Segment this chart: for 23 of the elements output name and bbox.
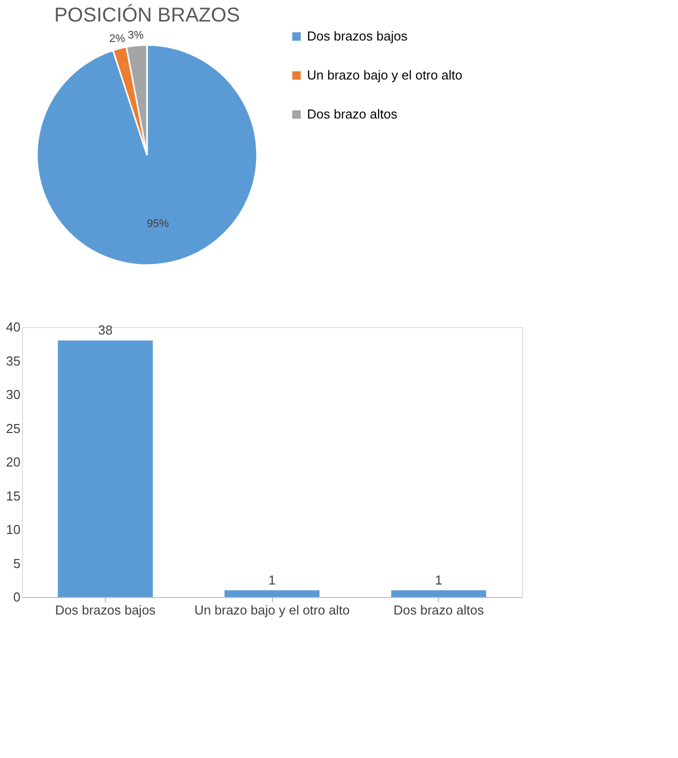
y-tick-label: 0: [13, 590, 20, 604]
data-label: 95%: [146, 218, 170, 230]
legend-label: Dos brazos bajos: [307, 28, 408, 44]
y-tick-label: 25: [6, 420, 20, 436]
x-tick-label: Un brazo bajo y el otro alto: [194, 602, 350, 618]
legend-label: Un brazo bajo y el otro alto: [307, 68, 462, 82]
y-tick-label: 30: [6, 387, 20, 402]
y-tick-label: 40: [6, 320, 20, 334]
y-tick-label: 15: [6, 488, 20, 504]
data-label: 1: [435, 572, 442, 588]
y-tick-label: 20: [6, 454, 20, 470]
x-tick-label: Dos brazo altos: [394, 602, 484, 618]
x-tick-label: Dos brazos bajos: [55, 602, 156, 618]
data-label: 1: [268, 572, 276, 588]
y-tick-label: 10: [6, 522, 20, 537]
data-label: 38: [98, 322, 113, 338]
chart-title: POSICIÓN BRAZOS: [54, 4, 240, 27]
y-tick-label: 5: [13, 556, 20, 571]
data-label: 3%: [128, 30, 144, 42]
data-label: 2%: [109, 32, 126, 45]
y-tick-label: 35: [6, 353, 20, 368]
pie-slice: [36, 44, 258, 266]
legend-label: Dos brazo altos: [307, 106, 398, 122]
